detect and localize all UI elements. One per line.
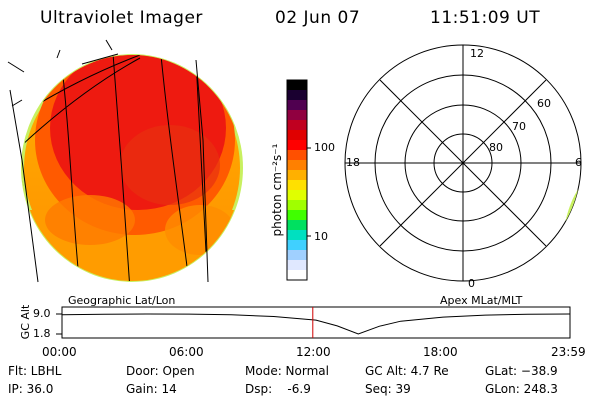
colorbar-swatch — [287, 160, 307, 171]
aurora-patch-rim — [563, 185, 581, 240]
colorbar-swatch — [287, 200, 307, 211]
status-glat: GLat: −38.9 — [485, 364, 558, 378]
apex-panel-label: Apex MLat/MLT — [440, 294, 523, 307]
colorbar-tick-10: 10 — [314, 230, 328, 243]
colorbar-label: photon cm⁻²s⁻¹ — [270, 143, 284, 237]
instrument-title: Ultraviolet Imager — [40, 8, 203, 28]
colorbar-swatch — [287, 190, 307, 201]
timeline-xtick-1200: 12:00 — [296, 345, 331, 359]
timeline-ytick-1-8: 1.8 — [33, 327, 51, 340]
timeline-xtick-1800: 18:00 — [423, 345, 458, 359]
status-gain: Gain: 14 — [126, 382, 177, 396]
altitude-curve — [61, 313, 571, 335]
timeline-ylabel: GC Alt — [19, 304, 32, 340]
status-door: Door: Open — [126, 364, 195, 378]
timeline-frame — [61, 306, 571, 339]
polar-diagonal-2 — [379, 79, 547, 247]
timeline-xtick-2359: 23:59 — [551, 345, 586, 359]
timeline-panel — [56, 306, 571, 339]
status-mode: Mode: Normal — [245, 364, 329, 378]
colorbar-frame — [286, 79, 308, 281]
mlt-label-12: 12 — [470, 47, 484, 60]
colorbar-swatch — [287, 100, 307, 111]
geographic-image — [7, 39, 243, 283]
colorbar-swatch — [287, 210, 307, 221]
mlat-label-70: 70 — [512, 120, 526, 133]
colorbar-swatch — [287, 250, 307, 261]
mlat-label-60: 60 — [537, 97, 551, 110]
mlt-label-18: 18 — [346, 156, 360, 169]
mlt-label-6: 6 — [575, 156, 582, 169]
colorbar-swatch — [287, 270, 307, 281]
mlt-label-0: 0 — [468, 277, 475, 290]
status-gc-alt: GC Alt: 4.7 Re — [365, 364, 449, 378]
timeline-xtick-0000: 00:00 — [42, 345, 77, 359]
status-ip: IP: 36.0 — [8, 382, 54, 396]
status-filter: Flt: LBHL — [8, 364, 62, 378]
time-label: 11:51:09 UT — [430, 8, 541, 28]
colorbar-swatch — [287, 140, 307, 151]
colorbar-swatch — [287, 90, 307, 101]
aurora-patch — [566, 190, 581, 238]
mlat-label-80: 80 — [489, 141, 503, 154]
colorbar-swatch — [287, 260, 307, 271]
status-seq: Seq: 39 — [365, 382, 411, 396]
colorbar-swatch — [287, 120, 307, 131]
geographic-panel-label: Geographic Lat/Lon — [68, 294, 176, 307]
colorbar-swatch — [287, 180, 307, 191]
date-label: 02 Jun 07 — [275, 8, 361, 28]
colorbar-swatch — [287, 240, 307, 251]
colorbar-tick-100: 100 — [314, 141, 335, 154]
timeline-ytick-9: 9.0 — [33, 307, 51, 320]
status-glon: GLon: 248.3 — [485, 382, 558, 396]
colorbar-swatch — [287, 150, 307, 161]
colorbar-swatch — [287, 230, 307, 241]
timeline-xtick-0600: 06:00 — [169, 345, 204, 359]
status-dsp: Dsp: -6.9 — [245, 382, 311, 396]
colorbar-swatch — [287, 170, 307, 181]
colorbar — [286, 79, 311, 281]
colorbar-swatch — [287, 130, 307, 141]
colorbar-swatch — [287, 80, 307, 91]
polar-plot — [344, 44, 582, 282]
colorbar-swatch — [287, 110, 307, 121]
colorbar-swatch — [287, 220, 307, 231]
